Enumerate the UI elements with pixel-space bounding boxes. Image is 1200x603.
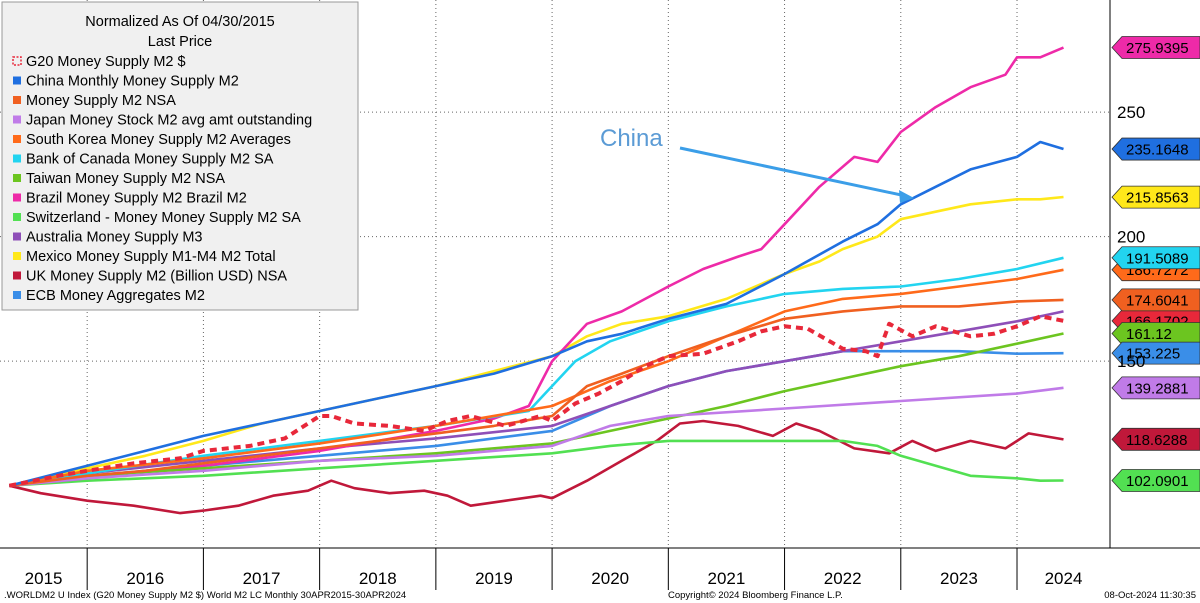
y-tick-label: 150 [1117, 352, 1145, 371]
value-tag-bg [1111, 185, 1200, 209]
series-layer [8, 46, 1065, 515]
value-tag-text: 191.5089 [1126, 250, 1189, 267]
x-tick-label-2022: 2022 [824, 569, 862, 588]
value-tag-3: 139.2881 [1111, 376, 1200, 400]
value-tag-bg [1111, 36, 1200, 59]
legend-swatch [13, 135, 21, 143]
legend-swatch [13, 291, 21, 299]
legend: Normalized As Of 04/30/2015 Last Price G… [1, 1, 359, 311]
legend-swatch [13, 154, 21, 163]
annotation-china-label: China [600, 125, 663, 152]
value-labels-layer: 166.1702235.1648174.6041139.2881186.7272… [1111, 36, 1200, 492]
legend-entry-label: Switzerland - Money Money Supply M2 SA [26, 210, 301, 226]
value-tag-7: 275.9395 [1111, 36, 1200, 59]
value-tag-bg [1111, 288, 1200, 312]
value-tag-bg [1111, 322, 1200, 345]
china-annotation: China [600, 125, 914, 203]
value-tag-text: 235.1648 [1126, 142, 1189, 159]
value-tag-bg [1111, 376, 1200, 400]
x-tick-label-2020: 2020 [591, 569, 629, 588]
value-tag-bg [1111, 246, 1200, 270]
value-tag-text: 118.6288 [1126, 432, 1187, 449]
legend-swatch [13, 174, 21, 182]
legend-swatch [13, 271, 21, 280]
legend-entry-label: Brazil Money Supply M2 Brazil M2 [26, 191, 247, 207]
legend-swatch [13, 193, 21, 202]
value-tag-8: 102.0901 [1111, 469, 1200, 492]
series-line-11 [8, 419, 1064, 515]
value-tag-text: 161.12 [1126, 326, 1172, 343]
legend-entry-label: China Monthly Money Supply M2 [26, 74, 239, 90]
legend-entry-label: Mexico Money Supply M1-M4 M2 Total [26, 249, 276, 265]
series-line-4 [9, 268, 1064, 487]
legend-entry-label: Japan Money Stock M2 avg amt outstanding [26, 113, 312, 129]
value-tag-11: 118.6288 [1111, 427, 1200, 451]
x-tick-label-2017: 2017 [243, 569, 281, 588]
footer-left: .WORLDM2 U Index (G20 Money Supply M2 $)… [4, 590, 406, 601]
value-tag-10: 215.8563 [1111, 185, 1200, 209]
x-tick-label-2024: 2024 [1045, 569, 1083, 588]
y-tick-label: 250 [1117, 103, 1145, 122]
legend-swatch [13, 115, 21, 124]
annotation-arrow-head [899, 190, 914, 203]
value-tag-text: 102.0901 [1126, 473, 1189, 490]
value-tag-text: 275.9395 [1126, 40, 1189, 57]
footer-center: Copyright© 2024 Bloomberg Finance L.P. [668, 590, 843, 601]
x-tick-label-2021: 2021 [708, 569, 746, 588]
series-line-3 [9, 386, 1064, 487]
series-line-8 [9, 439, 1064, 487]
series-line-6 [9, 332, 1064, 487]
series-line-7 [9, 46, 1065, 487]
value-tag-5: 191.5089 [1111, 246, 1200, 270]
footer-right: 08-Oct-2024 11:30:35 [1104, 590, 1196, 601]
value-tag-text: 153.225 [1126, 346, 1180, 363]
value-tag-text: 174.6041 [1126, 292, 1189, 309]
legend-entry-label: Australia Money Supply M3 [26, 230, 203, 246]
value-tag-12: 153.225 [1111, 341, 1200, 365]
legend-swatch [12, 56, 22, 66]
x-tick-label-2019: 2019 [475, 569, 513, 588]
legend-subtitle: Last Price [148, 34, 212, 50]
legend-entry-label: UK Money Supply M2 (Billion USD) NSA [26, 269, 287, 285]
value-tag-text: 139.2881 [1126, 380, 1189, 397]
series-line-0 [8, 314, 1064, 488]
legend-entry-label: Bank of Canada Money Supply M2 SA [26, 152, 274, 168]
series-line-5 [9, 256, 1064, 487]
legend-entry-label: ECB Money Aggregates M2 [26, 288, 205, 304]
legend-title: Normalized As Of 04/30/2015 [85, 14, 274, 30]
legend-entry-label: Money Supply M2 NSA [26, 93, 176, 109]
legend-swatch [13, 213, 21, 221]
footer: .WORLDM2 U Index (G20 Money Supply M2 $)… [4, 590, 1196, 601]
legend-items: G20 Money Supply M2 $ China Monthly Money… [12, 54, 312, 304]
value-tag-2: 174.6041 [1111, 288, 1200, 312]
y-tick-label: 200 [1117, 228, 1145, 247]
series-line-1 [8, 140, 1064, 487]
legend-swatch [13, 252, 21, 260]
legend-swatch [13, 76, 21, 85]
axes-layer: 250 200 150 2015 2016 2017 2018 2019 2020 2021 202… [0, 0, 1200, 590]
x-tick-label-2023: 2023 [940, 569, 978, 588]
annotation-arrow-line [679, 146, 907, 198]
value-tag-1: 235.1648 [1111, 137, 1200, 161]
value-tag-bg [1111, 341, 1200, 365]
value-tag-bg [1111, 427, 1200, 451]
legend-entry-label: Taiwan Money Supply M2 NSA [26, 171, 225, 187]
x-tick-label-2018: 2018 [359, 569, 397, 588]
series-line-2 [9, 298, 1064, 487]
value-tag-text: 215.8563 [1126, 190, 1189, 207]
x-tick-label-2016: 2016 [126, 569, 164, 588]
value-tag-6: 161.12 [1111, 322, 1200, 345]
legend-swatch [13, 232, 21, 241]
legend-box [1, 1, 359, 311]
legend-swatch [13, 96, 21, 104]
legend-entry-label: South Korea Money Supply M2 Averages [26, 132, 291, 148]
series-line-9 [9, 310, 1064, 487]
x-tick-label-2015: 2015 [25, 569, 63, 588]
legend-entry-label: G20 Money Supply M2 $ [26, 54, 186, 70]
value-tag-bg [1111, 469, 1200, 492]
value-tag-bg [1111, 137, 1200, 161]
